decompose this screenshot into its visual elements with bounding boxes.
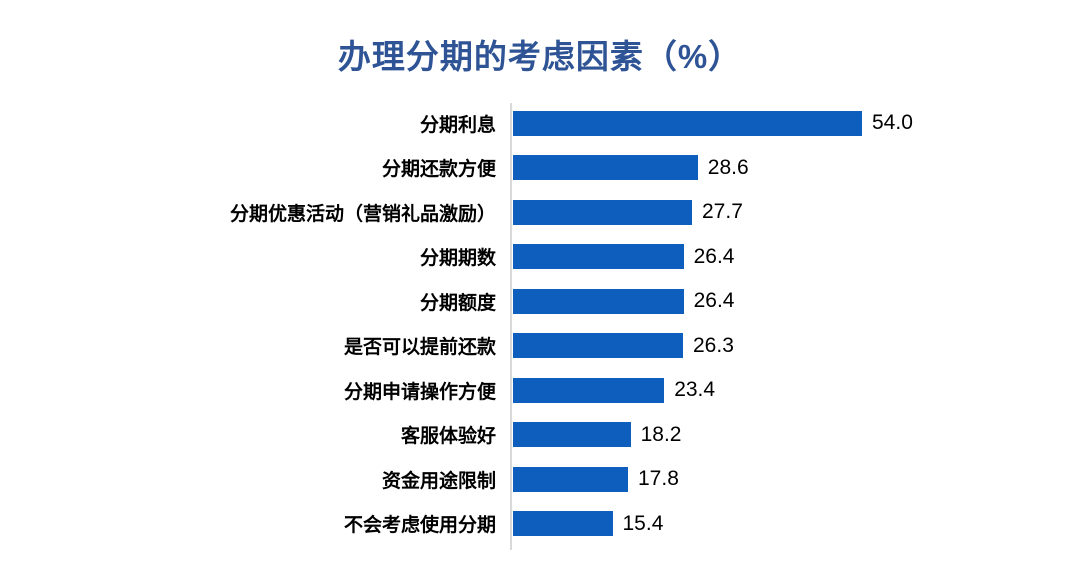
bar-row: 分期申请操作方便 23.4	[0, 368, 1080, 413]
bar	[513, 199, 692, 225]
value-label: 26.3	[693, 333, 734, 357]
bar-area: 23.4	[511, 368, 1080, 413]
bar-row: 分期还款方便 28.6	[0, 146, 1080, 191]
category-label: 分期利息	[419, 114, 496, 136]
category-label: 分期还款方便	[381, 159, 496, 181]
bar	[513, 422, 631, 448]
bar	[513, 333, 683, 359]
bar-row: 客服体验好 18.2	[0, 413, 1080, 458]
bar-row: 分期期数 26.4	[0, 235, 1080, 280]
bar	[513, 110, 862, 136]
bar	[513, 377, 665, 403]
bar-row: 分期利息 54.0	[0, 101, 1080, 146]
value-label: 18.2	[640, 422, 682, 446]
value-label: 28.6	[707, 155, 749, 179]
category-label: 分期期数	[419, 248, 496, 270]
value-label: 27.7	[702, 200, 743, 224]
category-label: 分期优惠活动（营销礼品激励）	[229, 203, 496, 225]
bar-area: 27.7	[511, 190, 1080, 235]
category-label: 客服体验好	[400, 426, 496, 448]
bar-area: 54.0	[511, 101, 1080, 146]
value-label: 17.8	[638, 467, 679, 491]
y-axis-line	[510, 103, 512, 550]
category-label: 分期申请操作方便	[343, 381, 496, 403]
bar	[513, 244, 684, 270]
category-label: 资金用途限制	[381, 470, 496, 492]
bar	[513, 511, 613, 537]
bar-area: 26.4	[511, 279, 1080, 324]
bar-row: 分期额度 26.4	[0, 279, 1080, 324]
category-label: 是否可以提前还款	[343, 337, 496, 359]
bar	[513, 466, 628, 492]
category-label: 不会考虑使用分期	[343, 515, 496, 537]
bar	[513, 155, 698, 181]
bar-area: 26.3	[511, 324, 1080, 369]
value-label: 15.4	[622, 511, 664, 535]
bar-row: 资金用途限制 17.8	[0, 457, 1080, 502]
bar-row: 是否可以提前还款 26.3	[0, 324, 1080, 369]
bar-rows-container: 分期利息 54.0 分期还款方便 28.6 分期优惠活动（营销礼品激励） 27.7 分期期数…	[0, 101, 1080, 546]
value-label: 26.4	[693, 244, 735, 268]
bar-area: 18.2	[511, 413, 1080, 458]
category-label: 分期额度	[419, 292, 496, 314]
chart-title: 办理分期的考虑因素（%）	[337, 38, 743, 75]
bar-area: 15.4	[511, 502, 1080, 547]
bar-area: 28.6	[511, 146, 1080, 191]
bar-area: 17.8	[511, 457, 1080, 502]
bar-area: 26.4	[511, 235, 1080, 280]
value-label: 23.4	[674, 378, 716, 402]
value-label: 54.0	[872, 111, 913, 135]
value-label: 26.4	[693, 289, 735, 313]
bar	[513, 288, 684, 314]
bar-row: 不会考虑使用分期 15.4	[0, 502, 1080, 547]
bar-row: 分期优惠活动（营销礼品激励） 27.7	[0, 190, 1080, 235]
